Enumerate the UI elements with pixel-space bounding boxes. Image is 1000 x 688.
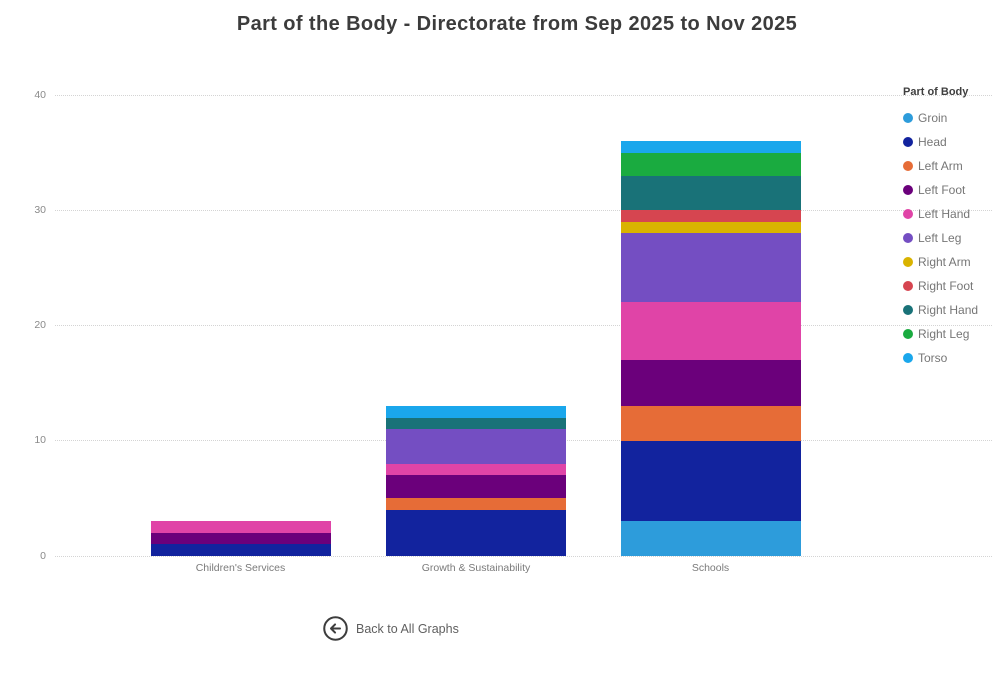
legend-title: Part of Body	[903, 86, 969, 98]
back-arrow-icon	[322, 615, 349, 642]
gridline-y-0	[55, 555, 992, 557]
legend-label-left-arm: Left Arm	[918, 159, 963, 173]
x-axis-label-schools: Schools	[691, 562, 730, 574]
segment-growth-sustainability-left-foot[interactable]	[386, 475, 566, 499]
segment-schools-right-arm[interactable]	[620, 221, 801, 234]
legend-item-right-leg[interactable]: Right Leg	[903, 322, 999, 346]
legend-label-left-leg: Left Leg	[918, 231, 962, 245]
legend-label-torso: Torso	[918, 351, 948, 365]
legend-label-groin: Groin	[918, 111, 948, 125]
legend-label-right-arm: Right Arm	[918, 255, 971, 269]
gridline-y-40	[55, 94, 992, 96]
segment-schools-left-foot[interactable]	[620, 360, 801, 407]
segment-growth-sustainability-left-leg[interactable]	[386, 429, 566, 464]
legend-item-left-leg[interactable]: Left Leg	[903, 226, 999, 250]
segment-schools-left-leg[interactable]	[620, 233, 801, 303]
legend-swatch-left-hand	[903, 209, 913, 219]
segment-schools-right-foot[interactable]	[620, 210, 801, 222]
segment-growth-sustainability-left-hand[interactable]	[386, 463, 566, 476]
legend-swatch-right-foot	[903, 281, 913, 291]
legend-swatch-groin	[903, 113, 913, 123]
segment-children-s-services-left-foot[interactable]	[150, 532, 331, 545]
y-axis-tick-10: 10	[34, 434, 46, 447]
legend-label-head: Head	[918, 135, 947, 149]
legend-swatch-torso	[903, 353, 913, 363]
segment-schools-head[interactable]	[620, 440, 801, 522]
legend-item-left-arm[interactable]: Left Arm	[903, 154, 999, 178]
gridline-y-30	[55, 209, 992, 211]
legend-label-left-hand: Left Hand	[918, 207, 971, 221]
back-button-label: Back to All Graphs	[356, 621, 459, 636]
legend-label-right-hand: Right Hand	[918, 303, 979, 317]
segment-schools-torso[interactable]	[620, 141, 801, 153]
legend-item-right-foot[interactable]: Right Foot	[903, 274, 999, 298]
segment-growth-sustainability-head[interactable]	[386, 509, 566, 556]
legend-label-left-foot: Left Foot	[918, 183, 966, 197]
legend-item-left-hand[interactable]: Left Hand	[903, 202, 999, 226]
back-to-all-graphs-button[interactable]: Back to All Graphs	[322, 615, 459, 642]
legend-item-left-foot[interactable]: Left Foot	[903, 178, 999, 202]
segment-growth-sustainability-torso[interactable]	[386, 406, 566, 418]
bar-schools	[620, 0, 801, 556]
legend-swatch-left-foot	[903, 185, 913, 195]
legend-swatch-right-arm	[903, 257, 913, 267]
segment-schools-right-hand[interactable]	[620, 175, 801, 211]
legend-item-torso[interactable]: Torso	[903, 346, 999, 370]
y-axis-tick-40: 40	[34, 88, 46, 101]
legend-swatch-head	[903, 137, 913, 147]
y-axis-tick-30: 30	[34, 203, 46, 216]
segment-growth-sustainability-right-hand[interactable]	[386, 417, 566, 430]
legend-swatch-left-arm	[903, 161, 913, 171]
x-axis-label-growth-sustainability: Growth & Sustainability	[421, 562, 531, 574]
chart-title: Part of the Body - Directorate from Sep …	[236, 13, 798, 35]
legend-item-groin[interactable]: Groin	[903, 106, 999, 130]
bar-growth-sustainability	[386, 0, 566, 556]
legend-swatch-right-leg	[903, 329, 913, 339]
legend: Part of Body Groin Head Left Arm Left Foot L…	[903, 86, 999, 370]
segment-schools-left-arm[interactable]	[620, 406, 801, 441]
segment-children-s-services-left-hand[interactable]	[150, 521, 331, 533]
gridline-y-20	[55, 325, 992, 326]
x-axis-label-children-s-services: Children's Services	[195, 562, 286, 574]
legend-swatch-left-leg	[903, 233, 913, 243]
legend-item-head[interactable]: Head	[903, 130, 999, 154]
bar-children-s-services	[150, 0, 331, 556]
y-axis-tick-0: 0	[40, 549, 46, 562]
legend-item-right-hand[interactable]: Right Hand	[903, 298, 999, 322]
legend-item-right-arm[interactable]: Right Arm	[903, 250, 999, 274]
legend-swatch-right-hand	[903, 305, 913, 315]
legend-label-right-foot: Right Foot	[918, 279, 974, 293]
segment-schools-groin[interactable]	[620, 521, 801, 556]
segment-schools-left-hand[interactable]	[620, 302, 801, 361]
legend-items: Groin Head Left Arm Left Foot Left Hand Left …	[903, 106, 999, 370]
legend-label-right-leg: Right Leg	[918, 327, 970, 341]
segment-schools-right-leg[interactable]	[620, 152, 801, 176]
segment-growth-sustainability-left-arm[interactable]	[386, 498, 566, 510]
segment-children-s-services-head[interactable]	[150, 544, 331, 556]
y-axis-tick-20: 20	[34, 319, 46, 331]
